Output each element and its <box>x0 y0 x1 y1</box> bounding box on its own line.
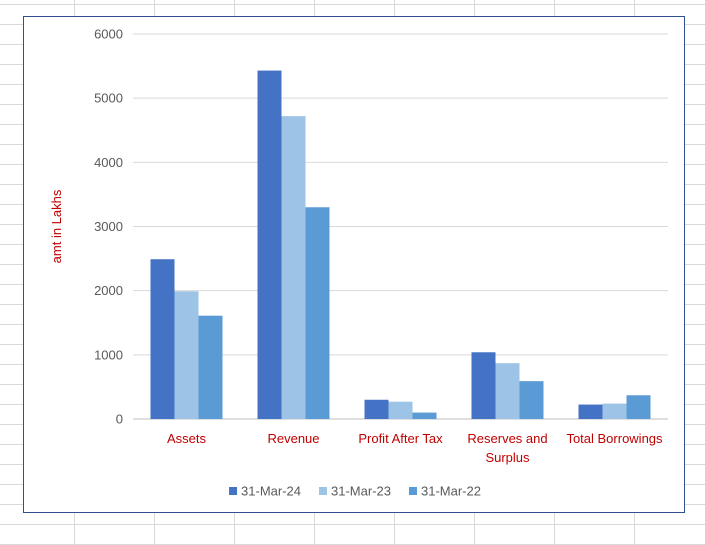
x-tick-label: Profit After Tax <box>358 431 443 446</box>
y-tick-label: 6000 <box>94 27 123 42</box>
bar-31-mar-23-total-borrowings <box>602 403 627 419</box>
bar-31-mar-22-assets <box>198 315 223 419</box>
bar-31-mar-24-revenue <box>257 70 282 419</box>
bar-31-mar-22-revenue <box>305 207 330 419</box>
chart-area: 0 1000 2000 3000 4000 5000 6000 amt in Lakhs Ass… <box>23 16 685 513</box>
bar-31-mar-22-profit-after-tax <box>412 412 437 419</box>
bar-31-mar-23-reserves-and-surplus <box>495 363 520 419</box>
y-tick-label: 1000 <box>94 347 123 362</box>
legend-swatch-31-mar-23 <box>319 487 328 495</box>
bar-31-mar-23-assets <box>174 291 199 419</box>
bar-31-mar-24-assets <box>150 259 175 419</box>
bar-31-mar-22-reserves-and-surplus <box>519 381 544 419</box>
y-axis-title: amt in Lakhs <box>49 189 64 263</box>
y-tick-label: 0 <box>116 412 123 427</box>
y-tick-label: 4000 <box>94 155 123 170</box>
x-tick-label: Total Borrowings <box>566 431 663 446</box>
legend-swatch-31-mar-24 <box>229 487 238 495</box>
y-tick-label: 5000 <box>94 91 123 106</box>
bar-31-mar-24-profit-after-tax <box>364 399 389 419</box>
bar-31-mar-23-profit-after-tax <box>388 401 413 419</box>
legend-label: 31-Mar-22 <box>421 484 481 499</box>
x-tick-label: Assets <box>167 431 207 446</box>
bar-31-mar-23-revenue <box>281 116 306 419</box>
bar-chart: 0 1000 2000 3000 4000 5000 6000 amt in Lakhs Ass… <box>49 27 668 499</box>
legend-label: 31-Mar-23 <box>331 484 391 499</box>
bar-31-mar-22-total-borrowings <box>626 395 651 419</box>
y-tick-label: 2000 <box>94 283 123 298</box>
x-tick-label: Revenue <box>267 431 319 446</box>
y-tick-label: 3000 <box>94 219 123 234</box>
x-tick-label: Reserves and Surplus <box>467 431 547 465</box>
legend-label: 31-Mar-24 <box>241 484 301 499</box>
legend-swatch-31-mar-22 <box>408 487 417 495</box>
bar-31-mar-24-reserves-and-surplus <box>471 352 496 419</box>
bar-31-mar-24-total-borrowings <box>578 404 603 419</box>
